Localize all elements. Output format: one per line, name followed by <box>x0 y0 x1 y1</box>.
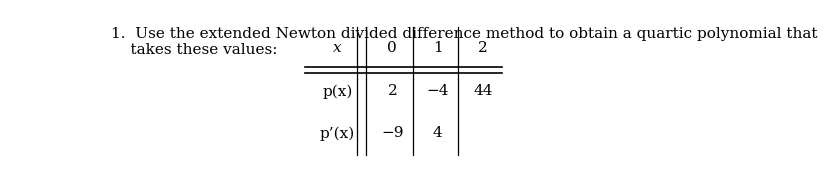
Text: 4: 4 <box>433 126 443 140</box>
Text: 1: 1 <box>433 41 443 55</box>
Text: x: x <box>333 41 342 55</box>
Text: 2: 2 <box>478 41 488 55</box>
Text: 2: 2 <box>387 84 397 98</box>
Text: 0: 0 <box>387 41 397 55</box>
Text: −4: −4 <box>427 84 449 98</box>
Text: p(x): p(x) <box>322 84 352 99</box>
Text: 44: 44 <box>473 84 493 98</box>
Text: p’(x): p’(x) <box>320 126 355 140</box>
Text: −9: −9 <box>381 126 403 140</box>
Text: 1.  Use the extended Newton divided difference method to obtain a quartic polyno: 1. Use the extended Newton divided diffe… <box>111 27 817 57</box>
